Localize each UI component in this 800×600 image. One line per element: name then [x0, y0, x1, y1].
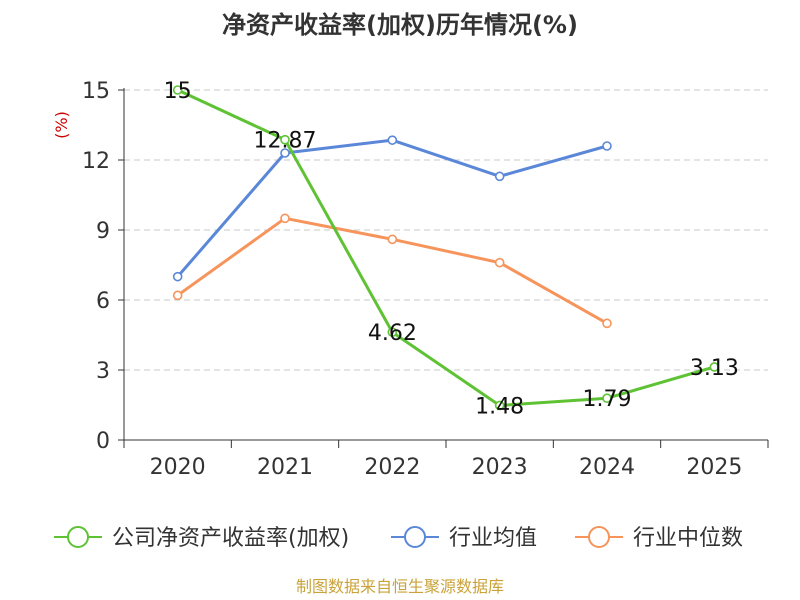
- data-label: 12.87: [254, 129, 317, 154]
- data-point: [280, 148, 290, 158]
- series-2: [172, 213, 612, 329]
- data-label: 4.62: [368, 321, 417, 346]
- data-point: [494, 400, 505, 411]
- data-point: [387, 234, 398, 245]
- legend-item-1: 行业均值: [391, 526, 537, 551]
- legend-label: 行业中位数: [633, 526, 743, 551]
- data-point: [602, 318, 612, 329]
- y-tick-label: 6: [96, 289, 110, 314]
- y-tick-label: 9: [96, 219, 110, 244]
- legend-label: 行业均值: [449, 526, 537, 551]
- data-label: 1.79: [583, 387, 632, 412]
- data-point: [494, 171, 505, 182]
- legend-marker-icon: [588, 526, 610, 548]
- data-label: 3.13: [690, 356, 739, 381]
- grid-lines: [124, 89, 768, 371]
- data-point: [172, 290, 183, 301]
- series-layer: 15 12.87 4.62 1.48 1.79 3.13: [164, 79, 739, 419]
- data-point: [387, 327, 398, 338]
- data-label: 15: [164, 79, 192, 104]
- legend-item-0: 公司净资产收益率(加权): [54, 526, 349, 551]
- x-tick-label: 2021: [257, 455, 313, 480]
- chart-title: 净资产收益率(加权)历年情况(%): [222, 11, 578, 39]
- data-point: [280, 213, 290, 224]
- legend-item-2: 行业中位数: [575, 526, 743, 551]
- data-point: [387, 135, 398, 145]
- series-0: [172, 85, 720, 411]
- data-point: [709, 362, 720, 372]
- source-note: 制图数据来自恒生聚源数据库: [296, 577, 504, 596]
- x-tick-label: 2020: [150, 455, 206, 480]
- data-point: [172, 85, 183, 95]
- y-tick-label: 12: [82, 149, 110, 174]
- data-point: [280, 134, 290, 145]
- data-point: [172, 271, 183, 282]
- data-label: 1.48: [475, 394, 524, 419]
- x-tick-label: 2022: [364, 455, 420, 480]
- x-tick-label: 2023: [472, 455, 528, 480]
- y-tick-label: 15: [82, 79, 110, 104]
- series-1: [172, 135, 612, 282]
- y-tick-label: 3: [96, 359, 110, 384]
- legend-marker-icon: [67, 526, 89, 548]
- series-line: [176, 216, 608, 325]
- legend-marker-icon: [404, 526, 426, 548]
- data-point: [494, 257, 505, 268]
- legend: 公司净资产收益率(加权) 行业均值 行业中位数: [54, 526, 743, 551]
- y-tick-label: 0: [96, 429, 110, 454]
- axes: 0 3 6 9 12 15 2020 2021 2022 2023 2024 2025: [82, 79, 769, 480]
- x-tick-label: 2025: [686, 455, 742, 480]
- legend-label: 公司净资产收益率(加权): [112, 526, 349, 551]
- series-line: [176, 138, 608, 278]
- x-tick-label: 2024: [579, 455, 635, 480]
- y-axis-label: (%): [52, 111, 71, 139]
- data-point: [602, 141, 612, 151]
- data-point: [602, 393, 612, 404]
- series-line: [177, 88, 715, 407]
- data-labels: 15 12.87 4.62 1.48 1.79 3.13: [164, 79, 739, 419]
